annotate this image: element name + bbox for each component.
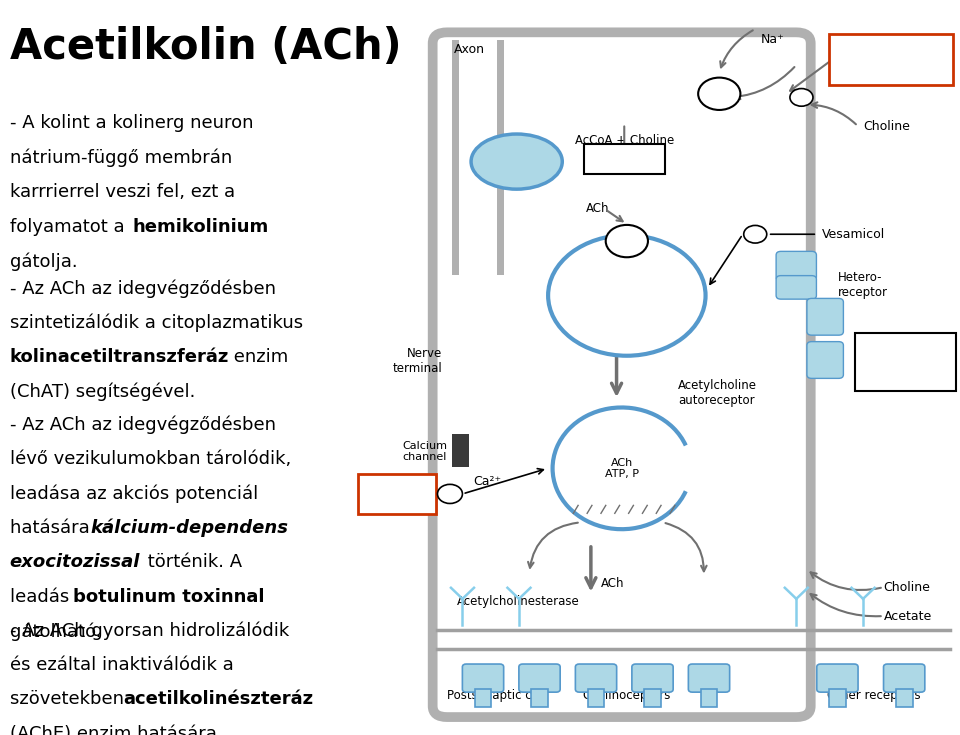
Circle shape — [744, 226, 767, 243]
Text: −: − — [750, 227, 760, 240]
Bar — [896, 689, 913, 707]
Circle shape — [698, 78, 740, 110]
FancyBboxPatch shape — [632, 664, 673, 692]
Text: Other receptors: Other receptors — [827, 689, 921, 702]
Text: Acetylcholinesterase: Acetylcholinesterase — [457, 595, 580, 608]
Text: karrrierrel veszi fel, ezt a: karrrierrel veszi fel, ezt a — [10, 183, 235, 201]
FancyBboxPatch shape — [688, 664, 730, 692]
FancyBboxPatch shape — [358, 474, 436, 514]
Text: exocitozissal: exocitozissal — [10, 553, 140, 571]
Text: és ezáltal inaktiválódik a: és ezáltal inaktiválódik a — [10, 656, 233, 673]
FancyBboxPatch shape — [584, 144, 664, 174]
FancyBboxPatch shape — [776, 276, 816, 299]
Bar — [474, 689, 492, 707]
Text: folyamatot a: folyamatot a — [10, 218, 130, 235]
Text: szintetizálódik a citoplazmatikus: szintetizálódik a citoplazmatikus — [10, 314, 302, 332]
FancyBboxPatch shape — [776, 251, 816, 281]
Text: Hemicholiniums: Hemicholiniums — [841, 53, 942, 66]
Text: - A kolint a kolinerg neuron: - A kolint a kolinerg neuron — [10, 114, 253, 132]
Text: történik. A: történik. A — [142, 553, 242, 571]
FancyBboxPatch shape — [817, 664, 858, 692]
Text: (AChE) enzim hatására.: (AChE) enzim hatására. — [10, 725, 222, 735]
Text: gátolja.: gátolja. — [10, 252, 77, 270]
FancyBboxPatch shape — [807, 298, 844, 335]
Text: Botulinum
toxin: Botulinum toxin — [368, 483, 425, 505]
Text: hatására: hatására — [10, 519, 95, 537]
Bar — [829, 689, 846, 707]
FancyBboxPatch shape — [855, 333, 956, 391]
Text: Acetate: Acetate — [883, 609, 932, 623]
Text: kolinacetiltranszferáz: kolinacetiltranszferáz — [10, 348, 229, 366]
Text: leadás: leadás — [10, 588, 75, 606]
Text: Acetilkolin (ACh): Acetilkolin (ACh) — [10, 26, 401, 68]
Text: Acetylcholine
autoreceptor: Acetylcholine autoreceptor — [678, 379, 757, 406]
Bar — [588, 689, 605, 707]
Text: Axon: Axon — [454, 43, 485, 57]
Bar — [452, 434, 469, 467]
Text: szövetekben: szövetekben — [10, 690, 130, 708]
Text: lévő vezikulumokban tárolódik,: lévő vezikulumokban tárolódik, — [10, 450, 291, 467]
Text: gátolható.: gátolható. — [10, 623, 101, 641]
Text: nátrium-függő membrán: nátrium-függő membrán — [10, 148, 232, 167]
Text: AcCoA + Choline: AcCoA + Choline — [575, 134, 675, 147]
Text: Presynaptic
receptors: Presynaptic receptors — [871, 348, 940, 376]
Circle shape — [438, 484, 463, 503]
Text: B: B — [623, 236, 631, 246]
Text: ACh
ATP, P: ACh ATP, P — [610, 288, 644, 310]
Text: enzim: enzim — [228, 348, 289, 366]
Circle shape — [548, 235, 706, 356]
Text: Choline: Choline — [863, 120, 910, 133]
Text: Nerve
terminal: Nerve terminal — [393, 348, 443, 376]
Text: - Az ACh az idegvégződésben: - Az ACh az idegvégződésben — [10, 279, 276, 298]
Bar — [497, 40, 504, 276]
Text: Hetero-
receptor: Hetero- receptor — [837, 270, 887, 298]
FancyBboxPatch shape — [883, 664, 924, 692]
Text: ACh: ACh — [586, 202, 610, 215]
Bar — [531, 689, 548, 707]
Text: leadása az akciós potenciál: leadása az akciós potenciál — [10, 484, 258, 503]
Text: kálcium-dependens: kálcium-dependens — [90, 519, 288, 537]
Text: hemikolinium: hemikolinium — [132, 218, 269, 235]
Text: Choline: Choline — [883, 581, 930, 594]
Text: Cholinoceptors: Cholinoceptors — [583, 689, 671, 702]
Text: Na⁺: Na⁺ — [760, 32, 784, 46]
Bar — [701, 689, 717, 707]
Text: ACh
ATP, P: ACh ATP, P — [605, 458, 638, 479]
Text: Ca²⁺: Ca²⁺ — [473, 475, 501, 488]
Ellipse shape — [471, 134, 563, 189]
Text: Postsynaptic cell: Postsynaptic cell — [447, 689, 545, 702]
Text: Calcium
channel: Calcium channel — [402, 440, 447, 462]
Text: ACh: ACh — [601, 577, 625, 590]
Bar — [644, 689, 660, 707]
Circle shape — [606, 225, 648, 257]
Text: - Az ACh gyorsan hidrolizálódik: - Az ACh gyorsan hidrolizálódik — [10, 621, 289, 639]
FancyBboxPatch shape — [463, 664, 504, 692]
Bar — [452, 40, 459, 276]
FancyBboxPatch shape — [519, 664, 561, 692]
Text: −: − — [444, 487, 455, 500]
Text: −: − — [796, 90, 806, 103]
FancyBboxPatch shape — [829, 34, 953, 85]
Text: acetilkolinészteráz: acetilkolinészteráz — [123, 690, 313, 708]
Text: ChAT: ChAT — [610, 153, 639, 166]
Text: - Az ACh az idegvégződésben: - Az ACh az idegvégződésben — [10, 415, 276, 434]
FancyBboxPatch shape — [575, 664, 616, 692]
FancyBboxPatch shape — [807, 342, 844, 379]
Text: A: A — [715, 89, 724, 98]
Text: botulinum toxinnal: botulinum toxinnal — [73, 588, 264, 606]
Text: (ChAT) segítségével.: (ChAT) segítségével. — [10, 383, 195, 401]
Circle shape — [790, 89, 813, 107]
FancyBboxPatch shape — [433, 32, 810, 717]
Text: Vesamicol: Vesamicol — [822, 228, 885, 241]
